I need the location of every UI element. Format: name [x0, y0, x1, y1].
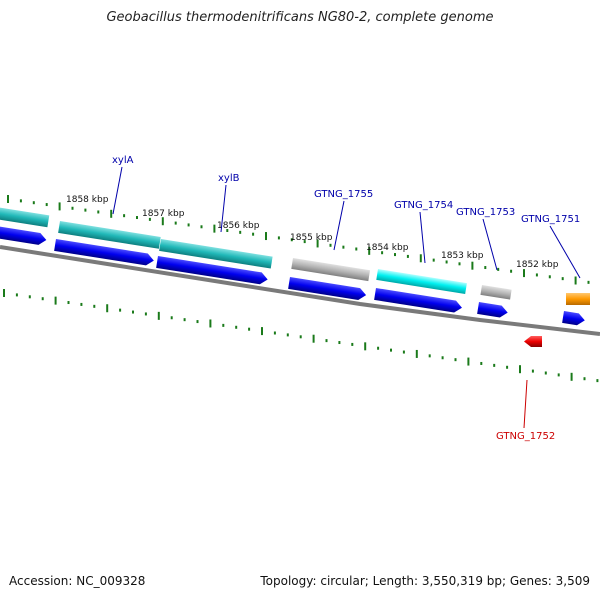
position-label: 1852 kbp — [516, 260, 559, 270]
gene-GTNG-1754[interactable] — [376, 269, 467, 294]
gene-GTNG-1755[interactable] — [291, 258, 371, 282]
gene-xylA[interactable] — [58, 221, 161, 249]
gene-label[interactable]: GTNG_1755 — [314, 189, 373, 200]
gene-label-leader — [333, 200, 345, 251]
gene-label-leader — [482, 218, 498, 271]
position-label: 1858 kbp — [66, 195, 109, 205]
cds-xylA[interactable] — [54, 239, 155, 266]
position-label: 1853 kbp — [441, 251, 484, 261]
gene-label-leader — [419, 211, 426, 264]
cds-GTNG-1751[interactable] — [562, 311, 586, 326]
cds-GTNG-1753[interactable] — [477, 302, 509, 319]
position-label: 1854 kbp — [366, 243, 409, 253]
cds-GTNG-1754[interactable] — [374, 288, 463, 314]
gene-label[interactable]: GTNG_1753 — [456, 207, 515, 218]
cds-GTNG-1755[interactable] — [288, 277, 367, 301]
gene-label[interactable]: GTNG_1752 — [496, 431, 555, 442]
accession-text: Accession: NC_009328 — [9, 574, 146, 588]
gene-label[interactable]: xylB — [218, 173, 240, 184]
cds-plus-1[interactable] — [0, 225, 47, 246]
tick-rows — [3, 195, 599, 383]
gene-label[interactable]: xylA — [112, 155, 134, 166]
gene-label-leader — [549, 225, 581, 279]
gene-label[interactable]: GTNG_1751 — [521, 214, 580, 225]
gene-xylB[interactable] — [159, 238, 273, 269]
gene-label-leader — [112, 166, 123, 215]
position-label: 1855 kbp — [290, 233, 333, 243]
feature-layer — [0, 206, 590, 347]
label-layer: 1858 kbp 1857 kbp 1856 kbp 1855 kbp 1854 kbp… — [66, 155, 581, 442]
gene-GTNG-1753[interactable] — [480, 285, 512, 300]
gene-label-leader — [523, 379, 528, 429]
position-label: 1857 kbp — [142, 209, 185, 219]
map-title: Geobacillus thermodenitrificans NG80-2, … — [106, 10, 494, 25]
genome-backbone — [0, 245, 600, 336]
cds-xylB[interactable] — [156, 256, 268, 285]
genome-summary-text: Topology: circular; Length: 3,550,319 bp… — [260, 574, 590, 588]
cds-GTNG-1752[interactable] — [524, 336, 542, 347]
gene-label[interactable]: GTNG_1754 — [394, 200, 453, 211]
position-label: 1856 kbp — [217, 221, 260, 231]
gene-label-leader — [220, 184, 227, 233]
gene-xylA-partial[interactable] — [0, 206, 50, 228]
gene-GTNG-1751[interactable] — [566, 293, 590, 305]
